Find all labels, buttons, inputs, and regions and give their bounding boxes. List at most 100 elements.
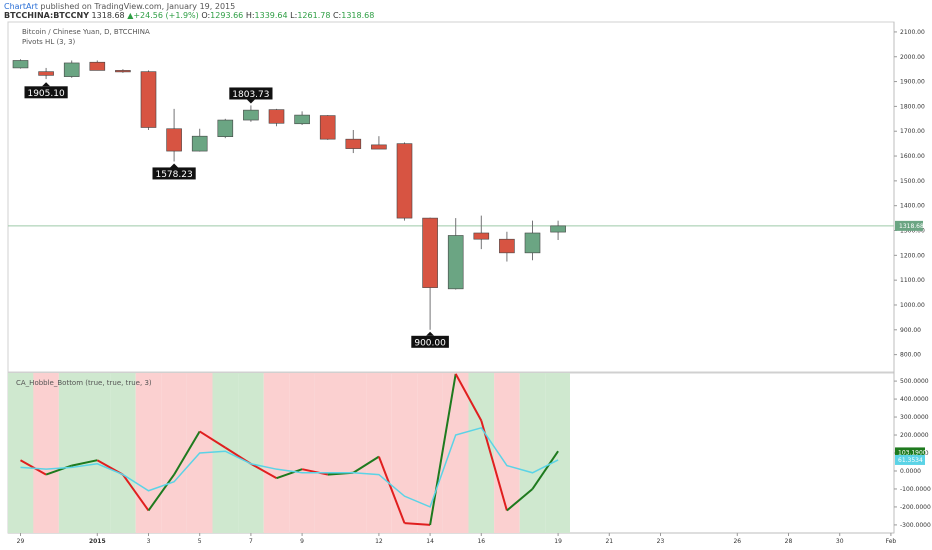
candles xyxy=(12,59,566,330)
indicator-value-label: 103.1900 xyxy=(898,449,927,456)
time-tick-label: 16 xyxy=(477,538,485,545)
low-value: 1261.78 xyxy=(297,11,331,20)
oscillator-segment xyxy=(480,420,508,511)
time-tick-label: 23 xyxy=(657,538,665,545)
price-change: +24.56 (+1.9%) xyxy=(133,11,199,20)
candle-body xyxy=(268,109,285,124)
time-tick-label: 2015 xyxy=(89,538,106,545)
oscillator-segment xyxy=(404,522,431,526)
price-tick-label: 1800.00 xyxy=(900,103,925,110)
oscillator-segment xyxy=(454,373,483,422)
oscillator-segment xyxy=(147,473,175,512)
indicator-value-tag xyxy=(895,447,925,458)
price-tick-label: 2000.00 xyxy=(900,54,925,61)
indicator-bg-band xyxy=(33,373,59,533)
price-tick-label: 1900.00 xyxy=(900,79,925,86)
price-tick-label: 1100.00 xyxy=(900,277,925,284)
publish-line: ChartArt published on TradingView.com, J… xyxy=(4,2,235,11)
pivot-label: 1578.23 xyxy=(155,170,192,180)
oscillator-segment xyxy=(122,473,150,512)
indicator-backgrounds xyxy=(8,373,570,533)
indicator-bg-band xyxy=(340,373,367,533)
up-arrow-icon: ▲ xyxy=(127,11,134,20)
indicator-tick-label: 500.0000 xyxy=(900,378,929,385)
candle-body xyxy=(217,119,234,137)
price-tick-label: 1000.00 xyxy=(900,302,925,309)
indicator-bg-band xyxy=(314,373,341,533)
time-tick-label: 28 xyxy=(785,538,793,545)
pivot-pointer xyxy=(42,82,51,87)
pivot-label-box xyxy=(152,167,196,180)
pivot-label-box xyxy=(411,335,449,348)
indicator-tick-label: 0.0000 xyxy=(900,468,921,475)
candle-body xyxy=(12,60,29,69)
symbol-name: BTCCHINA:BTCCNY xyxy=(4,11,89,20)
indicator-tick-label: -100.0000 xyxy=(900,486,931,493)
pivot-label: 1905.10 xyxy=(27,89,64,99)
indicator-pane-title: CA_Hobble_Bottom (true, true, true, 3) xyxy=(16,379,152,387)
ticker-line: BTCCHINA:BTCCNY 1318.68 ▲+24.56 (+1.9%) … xyxy=(4,11,374,20)
time-tick-label: 5 xyxy=(198,538,202,545)
indicator-bg-band xyxy=(417,373,443,533)
indicator-bg-band xyxy=(238,373,264,533)
candle-body xyxy=(191,135,208,152)
indicator-bg-band xyxy=(84,373,111,533)
oscillator-segment xyxy=(276,468,303,480)
author-link[interactable]: ChartArt xyxy=(4,2,38,11)
price-tick-label: 1300.00 xyxy=(900,228,925,235)
price-tick-label: 1700.00 xyxy=(900,128,925,135)
price-pane-title: Bitcoin / Chinese Yuan, D, BTCCHINA xyxy=(22,28,150,36)
price-tick-label: 1500.00 xyxy=(900,178,925,185)
candle-body xyxy=(371,144,387,150)
indicator-bg-band xyxy=(135,373,162,533)
indicator-bg-band xyxy=(58,373,85,533)
indicator-value-label: 61.3534 xyxy=(898,457,923,464)
time-tick-label: 26 xyxy=(733,538,741,545)
oscillator-segment xyxy=(531,450,559,490)
pivot-label: 1803.73 xyxy=(232,90,269,100)
last-price-tag-label: 1318.68 xyxy=(899,223,924,230)
last-price: 1318.68 xyxy=(91,11,125,20)
oscillator-segment xyxy=(429,373,457,526)
candle-body xyxy=(319,115,336,140)
candle-body xyxy=(396,143,413,219)
price-pane-subtitle: Pivots HL (3, 3) xyxy=(22,38,76,46)
indicator-bg-band xyxy=(289,373,315,533)
indicator-tick-label: 300.0000 xyxy=(900,414,929,421)
pivot-labels: 1905.10 1578.23 1803.73 900.00 xyxy=(24,82,449,348)
time-tick-label: 14 xyxy=(426,538,434,545)
candle-body xyxy=(243,109,259,121)
candle-body xyxy=(473,232,490,240)
open-label: O: xyxy=(201,11,211,20)
candle-body xyxy=(345,138,362,149)
oscillator-segment xyxy=(71,459,98,467)
time-tick-label: 21 xyxy=(605,538,613,545)
high-value: 1339.64 xyxy=(254,11,288,20)
candle-body xyxy=(422,217,438,288)
indicator-bg-band xyxy=(519,373,546,533)
time-tick-label: Feb xyxy=(886,538,897,545)
oscillator-segment xyxy=(173,430,201,476)
time-tick-label: 7 xyxy=(249,538,253,545)
time-tick-label: 12 xyxy=(375,538,383,545)
pivot-label: 900.00 xyxy=(414,338,446,348)
price-axis: 2100.00 2000.00 1900.00 1800.00 1700.00 1600.… xyxy=(8,29,925,359)
price-tick-label: 1600.00 xyxy=(900,153,925,160)
close-label: C: xyxy=(332,11,342,20)
pivot-label-box xyxy=(229,87,273,100)
candle-body xyxy=(447,235,464,290)
pivot-pointer xyxy=(246,99,255,104)
indicator-tick-label: -200.0000 xyxy=(900,504,931,511)
oscillator-segment xyxy=(250,462,277,480)
candle-body xyxy=(550,225,566,233)
indicator-bg-band xyxy=(110,373,136,533)
close-value: 1318.68 xyxy=(341,11,375,20)
oscillator-segment xyxy=(20,459,47,476)
candle-body xyxy=(89,61,106,71)
candle-body xyxy=(63,62,80,77)
indicator-bg-band xyxy=(8,373,34,533)
candle-body xyxy=(166,128,182,152)
low-label: L: xyxy=(290,11,298,20)
